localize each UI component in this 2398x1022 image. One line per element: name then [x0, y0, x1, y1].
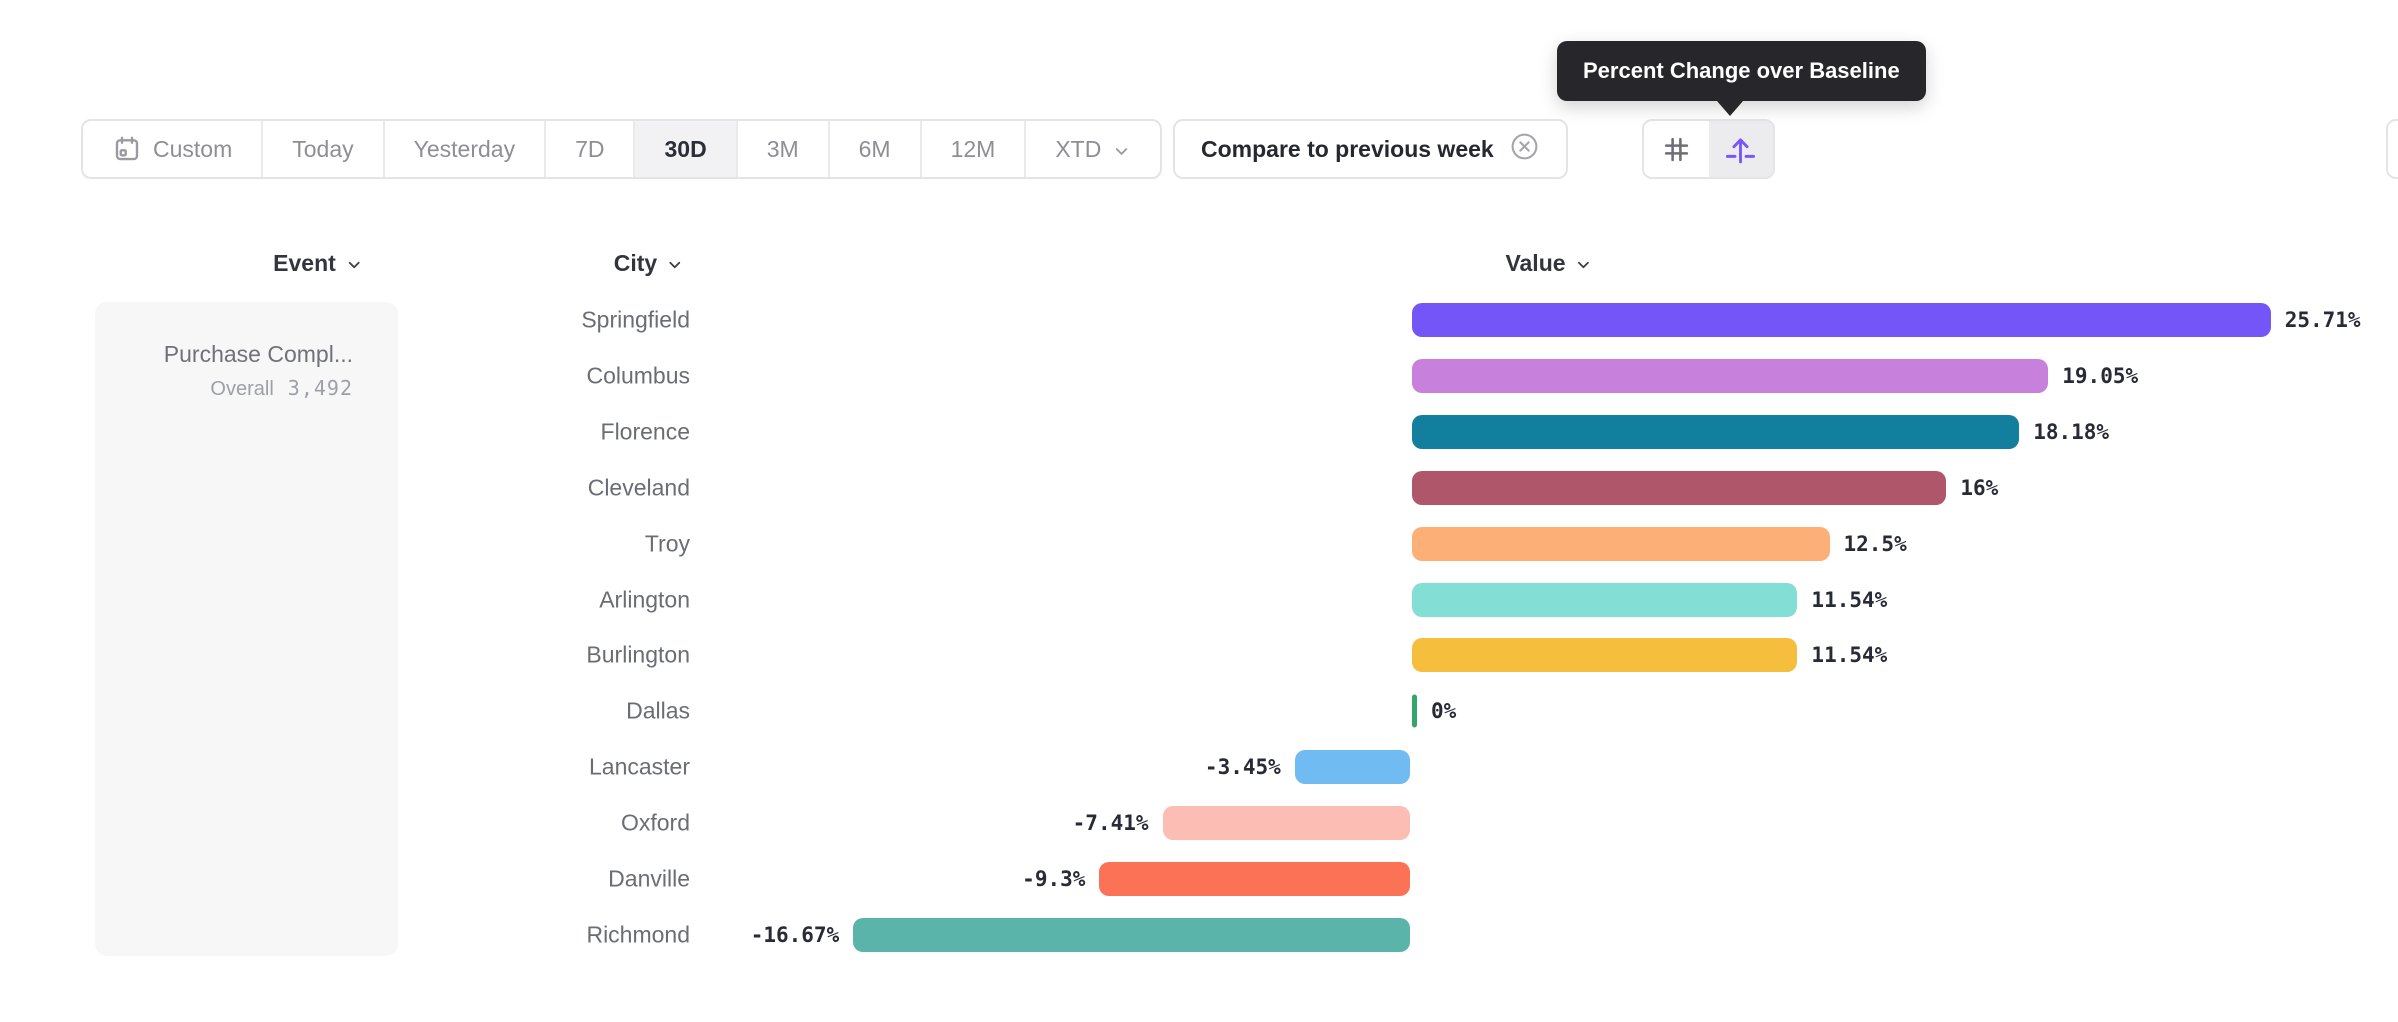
bar-value-label: 18.18%	[2033, 419, 2110, 444]
event-name: Purchase Compl...	[163, 341, 353, 367]
chart-row-springfield: Springfield 25.71%	[0, 292, 2398, 348]
bar-value-label: 11.54%	[1811, 587, 1888, 612]
bar[interactable]	[1294, 750, 1410, 785]
grid-hash-icon[interactable]	[1644, 121, 1709, 177]
chart-view-toggle	[1642, 119, 1775, 179]
bar-value-label: -9.3%	[1022, 867, 1086, 891]
city-label: Arlington	[599, 586, 690, 612]
city-label: Burlington	[586, 641, 690, 668]
column-header-city[interactable]: City	[614, 250, 684, 277]
chart-row-cleveland: Cleveland 16%	[0, 460, 2398, 516]
close-circle-icon[interactable]	[1509, 131, 1540, 168]
date-range-segmented-control: Custom Today Yesterday 7D 30D 3M 6M 12M XTD	[81, 119, 1163, 179]
city-label: Columbus	[586, 362, 690, 389]
compare-to-previous-week-button[interactable]: Compare to previous week	[1173, 119, 1568, 179]
bar-value-label: 16%	[1960, 475, 1999, 500]
date-range-30d[interactable]: 30D	[635, 121, 738, 177]
column-header-event[interactable]: Event	[273, 250, 363, 277]
city-label: Springfield	[581, 306, 690, 333]
chevron-down-icon	[1578, 261, 1589, 269]
bar[interactable]	[853, 917, 1410, 952]
city-label: Cleveland	[587, 474, 690, 501]
date-range-label: 12M	[950, 135, 996, 162]
bar-value-label: 11.54%	[1811, 643, 1888, 668]
bar[interactable]	[1412, 526, 1830, 561]
chevron-down-icon	[1112, 142, 1131, 161]
tooltip-caret	[1717, 101, 1743, 116]
bar[interactable]	[1412, 358, 2049, 393]
bar-value-label: -3.45%	[1204, 755, 1281, 780]
chart-row-burlington: Burlington 11.54%	[0, 627, 2398, 683]
bar-value-label: -7.41%	[1072, 811, 1149, 836]
bar-value-label: 12.5%	[1843, 531, 1907, 556]
chart-row-richmond: Richmond -16.67%	[0, 907, 2398, 963]
overall-value: 3,492	[287, 376, 353, 400]
date-range-label: Custom	[153, 135, 233, 162]
date-range-label: 7D	[575, 135, 605, 162]
bar[interactable]	[1099, 862, 1410, 896]
date-range-label: 30D	[664, 135, 707, 162]
city-header-label: City	[613, 250, 658, 276]
city-label: Danville	[608, 865, 690, 892]
chart-row-dallas: Dallas 0%	[0, 683, 2398, 739]
baseline-tick[interactable]	[1412, 694, 1417, 728]
date-range-yesterday[interactable]: Yesterday	[385, 121, 547, 177]
date-range-label: XTD	[1055, 135, 1102, 162]
value-header-label: Value	[1505, 250, 1566, 276]
chart-row-lancaster: Lancaster -3.45%	[0, 739, 2398, 795]
calendar-icon	[112, 134, 142, 164]
date-range-custom[interactable]: Custom	[83, 121, 264, 177]
date-range-xtd[interactable]: XTD	[1026, 121, 1160, 177]
city-label: Oxford	[620, 809, 690, 836]
chevron-down-icon	[348, 261, 360, 269]
bar[interactable]	[1412, 582, 1798, 617]
date-range-label: 3M	[766, 135, 799, 162]
bar[interactable]	[1162, 806, 1410, 841]
chart-row-columbus: Columbus 19.05%	[0, 348, 2398, 404]
city-label: Dallas	[626, 697, 690, 724]
chart-row-arlington: Arlington 11.54%	[0, 572, 2398, 628]
bar[interactable]	[1412, 414, 2020, 449]
bar[interactable]	[1412, 303, 2271, 337]
date-range-label: Today	[292, 135, 354, 162]
uplift-arrow-icon[interactable]	[1708, 121, 1773, 177]
date-range-3m[interactable]: 3M	[738, 121, 830, 177]
event-panel[interactable]: Purchase Compl... Overall 3,492	[95, 302, 398, 956]
chart-row-oxford: Oxford -7.41%	[0, 795, 2398, 851]
tooltip-text: Percent Change over Baseline	[1583, 58, 1900, 83]
city-label: Florence	[600, 418, 690, 445]
tooltip-percent-change: Percent Change over Baseline	[1557, 41, 1926, 116]
bar-value-label: 19.05%	[2062, 363, 2139, 388]
bar-value-label: -16.67%	[750, 922, 840, 947]
date-range-7d[interactable]: 7D	[546, 121, 636, 177]
event-header-label: Event	[273, 250, 336, 276]
chart-row-danville: Danville -9.3%	[0, 851, 2398, 907]
overall-label: Overall	[210, 378, 274, 400]
date-range-label: 6M	[858, 135, 891, 162]
bar-value-label: 25.71%	[2284, 308, 2361, 332]
compare-label: Compare to previous week	[1201, 135, 1494, 162]
city-label: Lancaster	[588, 753, 690, 780]
event-overall-row: Overall 3,492	[115, 376, 353, 401]
chevron-down-icon	[669, 261, 681, 269]
column-header-value[interactable]: Value	[1505, 250, 1592, 277]
bar-value-label: 0%	[1431, 699, 1457, 724]
date-range-6m[interactable]: 6M	[830, 121, 922, 177]
city-label: Richmond	[586, 921, 690, 948]
bar[interactable]	[1412, 638, 1798, 673]
cut-off-edge-button[interactable]	[2386, 119, 2398, 179]
date-range-12m[interactable]: 12M	[922, 121, 1027, 177]
city-label: Troy	[644, 530, 690, 557]
bar[interactable]	[1412, 470, 1947, 505]
chart-row-troy: Troy 12.5%	[0, 516, 2398, 572]
chart-row-florence: Florence 18.18%	[0, 404, 2398, 460]
date-range-today[interactable]: Today	[263, 121, 385, 177]
date-range-label: Yesterday	[413, 135, 516, 162]
